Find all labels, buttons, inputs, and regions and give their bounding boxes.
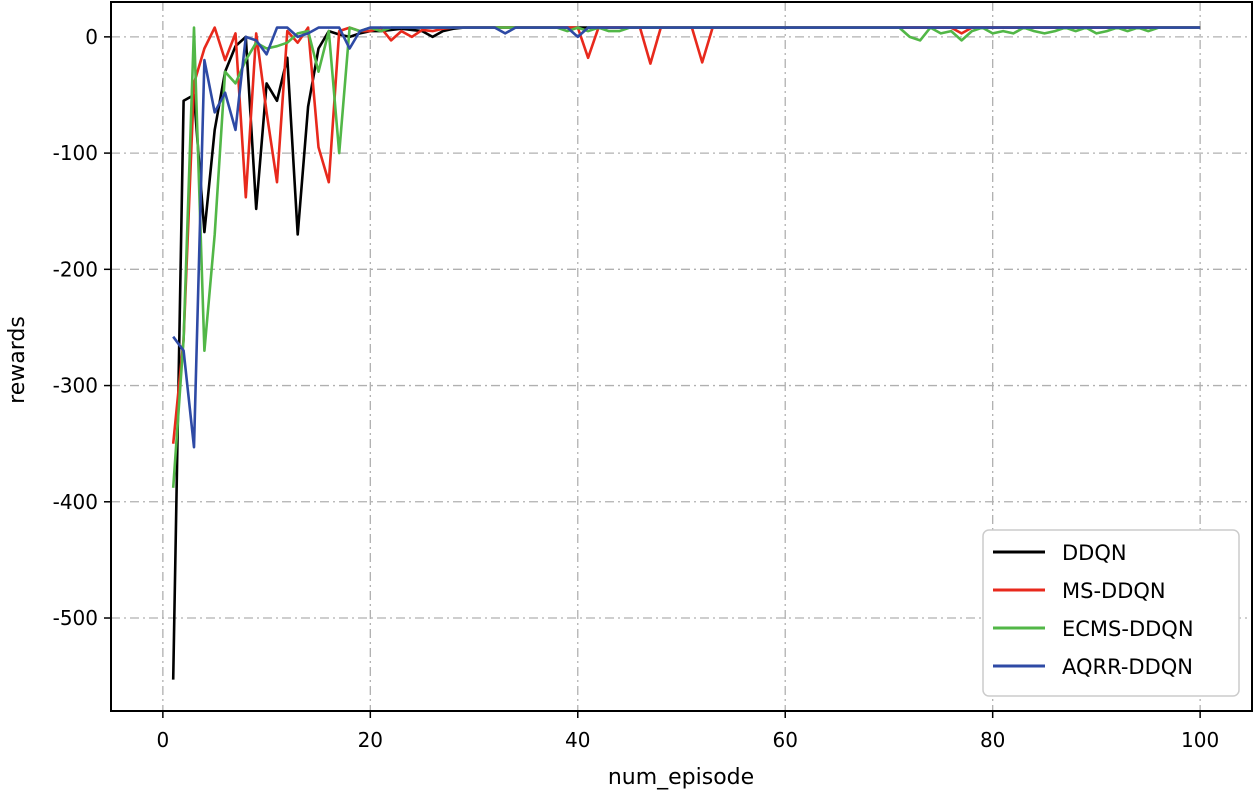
series-line-aqrr-ddqn — [172, 26, 1201, 449]
series-line-ms-ddqn — [171, 26, 1201, 444]
series-lines — [171, 26, 1201, 680]
legend: DDQN MS-DDQN ECMS-DDQN AQRR-DDQN — [982, 529, 1240, 697]
y-tick-label: -300 — [53, 374, 98, 398]
x-tick-label: 100 — [1181, 728, 1219, 752]
legend-label: ECMS-DDQN — [1062, 617, 1194, 641]
y-tick-label: -200 — [53, 257, 98, 281]
y-tick-label: -100 — [53, 141, 98, 165]
y-axis-label: rewards — [5, 316, 30, 404]
legend-label: MS-DDQN — [1062, 579, 1166, 603]
y-tick-label: -400 — [53, 490, 98, 514]
y-tick-label: -500 — [53, 606, 98, 630]
x-tick-label: 80 — [980, 728, 1005, 752]
x-tick-label: 40 — [565, 728, 590, 752]
legend-label: AQRR-DDQN — [1062, 655, 1193, 679]
plot-frame — [110, 1, 1253, 712]
legend-label: DDQN — [1062, 541, 1127, 565]
x-tick-label: 0 — [156, 728, 169, 752]
legend-box — [982, 529, 1240, 697]
x-tick-label: 60 — [773, 728, 798, 752]
x-axis-ticks: 0 20 40 60 80 100 — [156, 711, 1219, 752]
x-tick-label: 20 — [358, 728, 383, 752]
x-axis-label: num_episode — [608, 765, 754, 790]
y-tick-label: 0 — [85, 25, 98, 49]
series-line-ecms-ddqn — [171, 26, 1201, 488]
y-axis-ticks: 0 -100 -200 -300 -400 -500 — [53, 25, 111, 630]
